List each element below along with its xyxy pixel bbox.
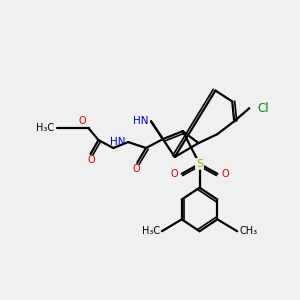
Text: O: O: [88, 155, 95, 165]
Text: H₃C: H₃C: [142, 226, 160, 236]
Text: H₃C: H₃C: [36, 123, 54, 133]
Text: O: O: [79, 116, 87, 126]
Text: O: O: [170, 169, 178, 179]
Text: HN: HN: [133, 116, 148, 126]
Text: O: O: [132, 164, 140, 174]
Text: Cl: Cl: [257, 102, 269, 115]
Text: O: O: [221, 169, 229, 179]
Text: S: S: [196, 159, 203, 169]
Text: CH₃: CH₃: [239, 226, 257, 236]
Text: HN: HN: [110, 137, 125, 147]
